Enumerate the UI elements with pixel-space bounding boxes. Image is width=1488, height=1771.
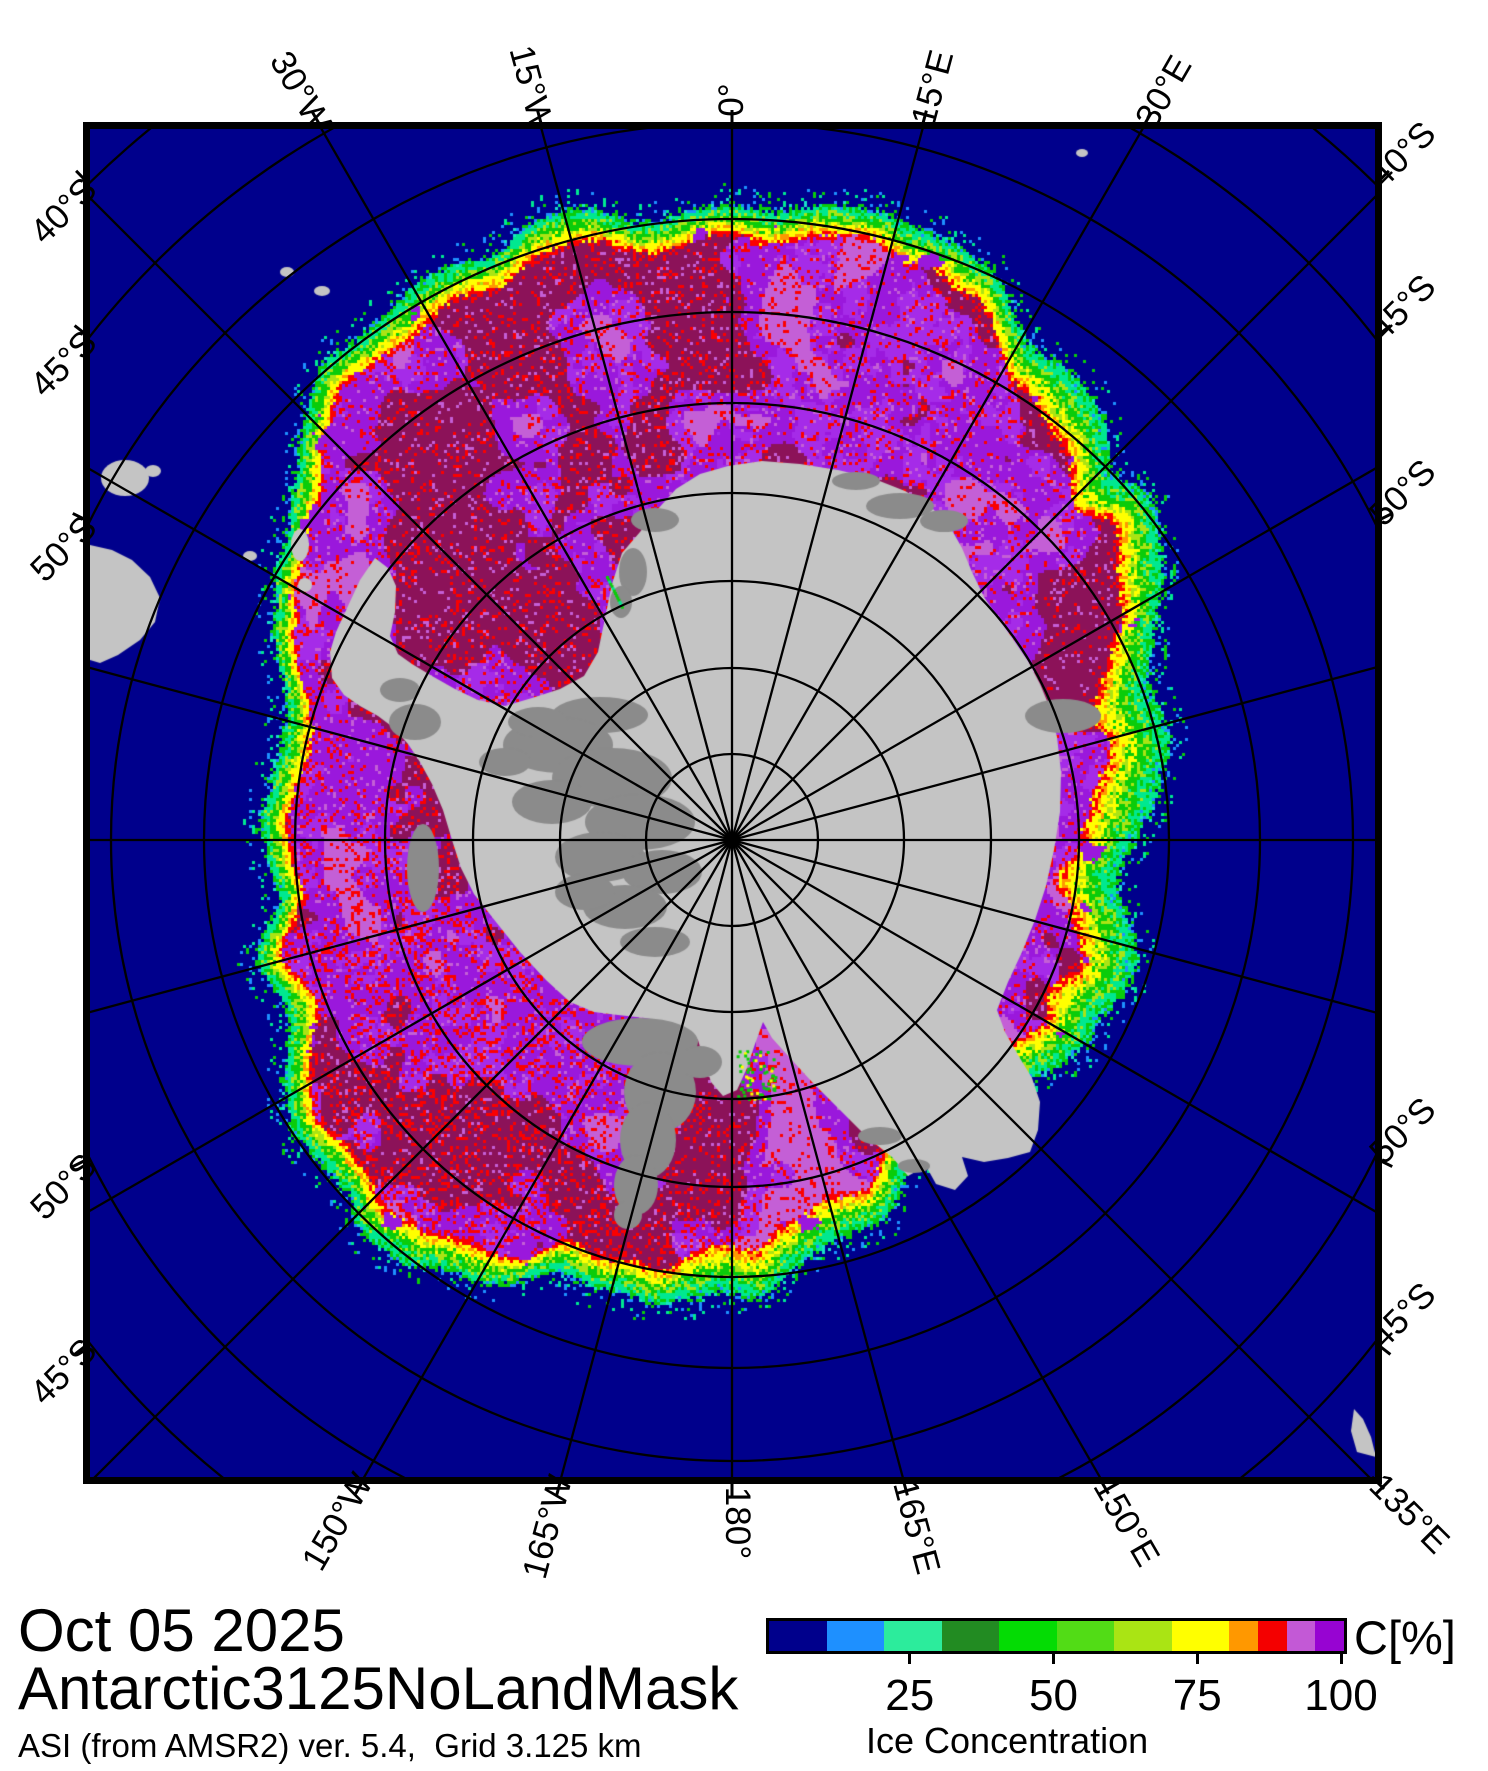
colorbar-segment: [884, 1621, 942, 1651]
colorbar-tick-label: 25: [885, 1671, 935, 1720]
colorbar-segment: [1056, 1621, 1114, 1651]
colorbar-segment: [1286, 1621, 1316, 1651]
colorbar-segment: [769, 1621, 827, 1651]
colorbar-tick: [908, 1651, 912, 1664]
colorbar-segment: [1114, 1621, 1172, 1651]
colorbar-tick-label: 75: [1172, 1671, 1222, 1720]
product-name-label: Antarctic3125NoLandMask: [18, 1655, 739, 1722]
ice-concentration-colorbar: [766, 1618, 1347, 1654]
date-label: Oct 05 2025: [18, 1597, 345, 1664]
colorbar-unit-label: C[%]: [1354, 1611, 1456, 1664]
colorbar-tick: [1195, 1651, 1199, 1664]
colorbar-segment: [941, 1621, 999, 1651]
colorbar-axis-label: Ice Concentration: [866, 1720, 1149, 1761]
colorbar-tick-label: 50: [1029, 1671, 1078, 1720]
algorithm-note-label: ASI (from AMSR2) ver. 5.4, Grid 3.125 km: [18, 1727, 642, 1764]
colorbar-segment: [1229, 1621, 1258, 1651]
colorbar-segment: [1257, 1621, 1287, 1651]
colorbar-tick-label: 100: [1304, 1671, 1378, 1720]
colorbar-segment: [1315, 1621, 1344, 1651]
colorbar-segment: [826, 1621, 884, 1651]
colorbar-tick: [1339, 1651, 1343, 1664]
graticule-label: 0°: [712, 83, 751, 117]
colorbar-segment: [999, 1621, 1057, 1651]
graticule-label: 180°: [718, 1486, 757, 1560]
colorbar-tick: [1052, 1651, 1055, 1664]
colorbar-segment: [1171, 1621, 1229, 1651]
